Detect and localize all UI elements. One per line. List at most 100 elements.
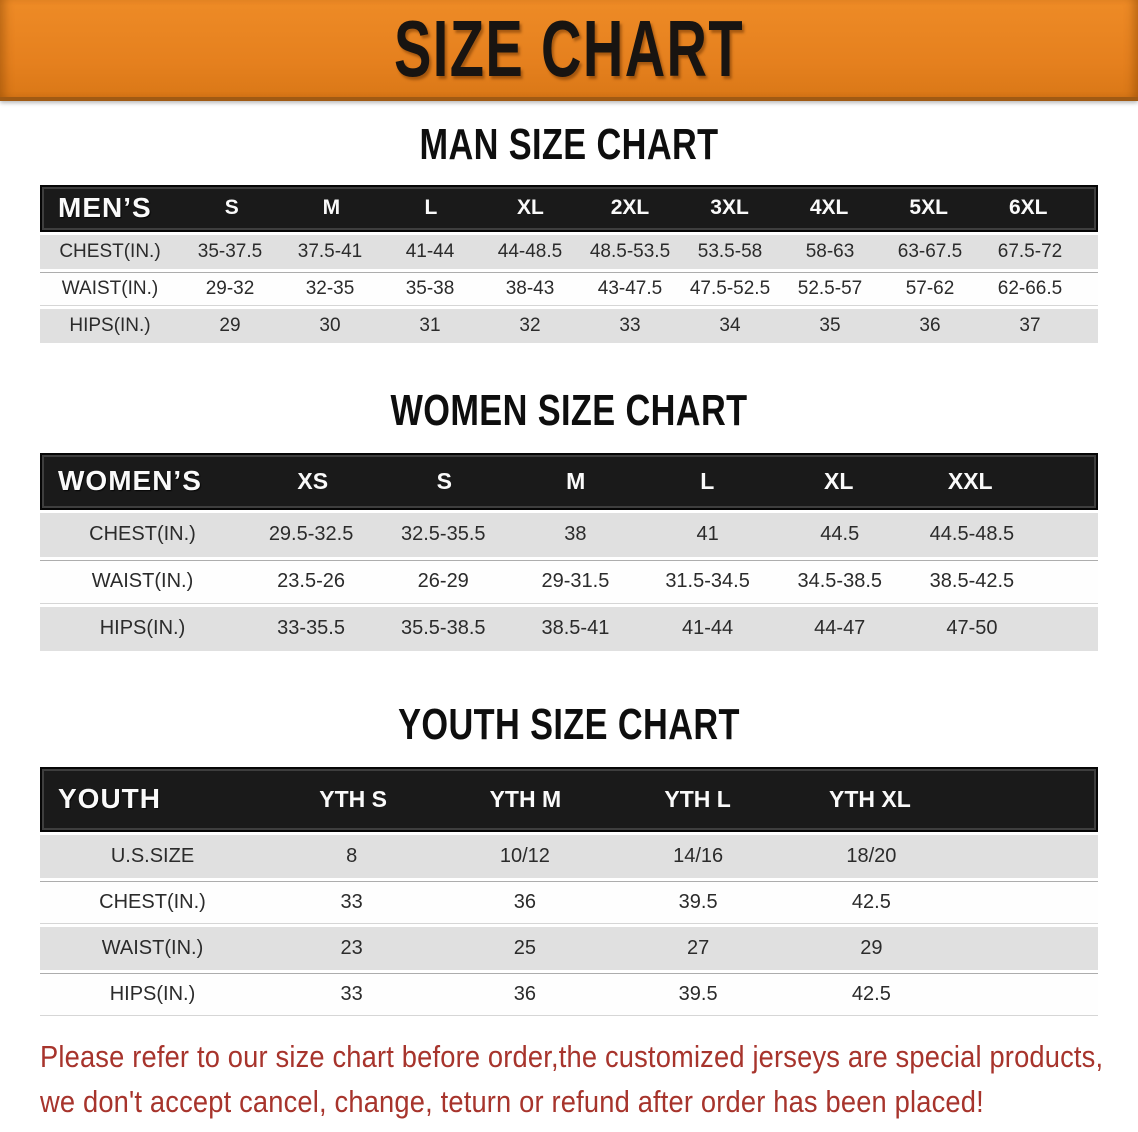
value-cell: 34.5-38.5	[797, 570, 882, 593]
table-row: HIPS(IN.) 33-35.5 35.5-38.5 38.5-41 41-44 44-…	[40, 606, 1098, 651]
value-cell: 41-44	[405, 240, 455, 262]
banner-title: SIZE CHART	[394, 3, 744, 93]
value-cell: 48.5-53.5	[589, 240, 671, 262]
value-cell: 38.5-42.5	[929, 570, 1015, 593]
table-row: WAIST(IN.) 23.5-26 26-29 29-31.5 31.5-34.5 34…	[40, 559, 1098, 604]
column-header-cell: M	[322, 196, 341, 220]
value-cell: 41	[696, 523, 719, 546]
column-header-cell: YTH M	[489, 785, 562, 812]
value-cell: 30	[319, 314, 341, 336]
row-label-cell: WAIST(IN.)	[91, 570, 194, 593]
column-header-cell: 2XL	[610, 196, 650, 220]
youth-size-table: YOUTH YTH S YTH M YTH L YTH XL U.S.SIZE 8 10/12…	[40, 766, 1098, 1016]
men-section-heading: MAN SIZE CHART	[419, 120, 719, 169]
men-size-table: MEN’S S M L XL 2XL 3XL 4XL 5XL 6XL CHEST(IN.) 35-37…	[40, 184, 1098, 343]
row-label-cell: HIPS(IN.)	[109, 982, 196, 1005]
row-label-cell: WAIST(IN.)	[101, 936, 204, 959]
value-cell: 47.5-52.5	[689, 277, 771, 299]
value-cell: 25	[513, 936, 536, 959]
value-cell: 36	[919, 314, 941, 336]
value-cell: 32.5-35.5	[400, 523, 486, 546]
value-cell: 29.5-32.5	[268, 523, 354, 546]
value-cell: 52.5-57	[797, 277, 863, 299]
value-cell: 42.5	[851, 890, 891, 913]
value-cell: 35-37.5	[197, 240, 263, 262]
table-header-row: WOMEN’S XS S M L XL XXL	[40, 452, 1098, 510]
value-cell: 34	[719, 314, 741, 336]
value-cell: 33	[340, 890, 363, 913]
row-label-cell: U.S.SIZE	[110, 844, 195, 867]
note-line-2: we don't accept cancel, change, teturn o…	[40, 1083, 984, 1119]
value-cell: 41-44	[682, 617, 734, 640]
table-row: CHEST(IN.) 35-37.5 37.5-41 41-44 44-48.5 48.5…	[40, 234, 1098, 269]
value-cell: 29	[860, 936, 883, 959]
row-label-cell: WAIST(IN.)	[61, 277, 159, 299]
value-cell: 67.5-72	[997, 240, 1063, 262]
footer-note: Please refer to our size chart before or…	[40, 1034, 1138, 1124]
value-cell: 35.5-38.5	[400, 617, 486, 640]
table-row: HIPS(IN.) 29 30 31 32 33 34 35 36 37	[40, 308, 1098, 343]
section-men: MAN SIZE CHART MEN’S S M L XL 2XL 3XL 4XL 5XL 6XL…	[0, 119, 1138, 343]
table-title-cell: MEN’S	[58, 192, 152, 224]
row-label-cell: HIPS(IN.)	[99, 617, 186, 640]
value-cell: 18/20	[846, 844, 897, 867]
value-cell: 37	[1019, 314, 1041, 336]
value-cell: 57-62	[905, 277, 955, 299]
value-cell: 23.5-26	[277, 570, 345, 593]
table-header-row: MEN’S S M L XL 2XL 3XL 4XL 5XL 6XL	[40, 184, 1098, 232]
value-cell: 44-47	[814, 617, 866, 640]
table-header-row: YOUTH YTH S YTH M YTH L YTH XL	[40, 766, 1098, 832]
table-row: U.S.SIZE 8 10/12 14/16 18/20	[40, 834, 1098, 878]
value-cell: 58-63	[805, 240, 855, 262]
column-header-cell: S	[436, 467, 452, 494]
banner: SIZE CHART	[0, 0, 1138, 101]
value-cell: 44.5	[820, 523, 860, 546]
value-cell: 37.5-41	[297, 240, 363, 262]
value-cell: 38-43	[505, 277, 555, 299]
row-label-cell: HIPS(IN.)	[69, 314, 151, 336]
value-cell: 23	[340, 936, 363, 959]
value-cell: 62-66.5	[997, 277, 1063, 299]
value-cell: 14/16	[673, 844, 724, 867]
column-header-cell: YTH S	[319, 785, 387, 812]
column-header-cell: L	[424, 196, 438, 220]
value-cell: 31.5-34.5	[665, 570, 750, 593]
column-header-cell: S	[224, 196, 239, 220]
column-header-cell: XL	[824, 467, 854, 494]
column-header-cell: YTH XL	[828, 785, 911, 812]
row-label-cell: CHEST(IN.)	[99, 890, 206, 913]
women-section-heading: WOMEN SIZE CHART	[390, 385, 748, 435]
value-cell: 39.5	[678, 890, 718, 913]
column-header-cell: M	[566, 467, 586, 494]
value-cell: 44-48.5	[497, 240, 563, 262]
column-header-cell: L	[700, 467, 715, 494]
value-cell: 29-31.5	[541, 570, 610, 593]
table-row: CHEST(IN.) 29.5-32.5 32.5-35.5 38 41 44.5 44.5…	[40, 512, 1098, 557]
value-cell: 33	[340, 982, 363, 1005]
value-cell: 42.5	[851, 982, 891, 1005]
column-header-cell: 3XL	[710, 196, 749, 220]
women-size-table: WOMEN’S XS S M L XL XXL CHEST(IN.) 29.5-32.5 32.5…	[40, 452, 1098, 651]
value-cell: 32	[519, 314, 541, 336]
column-header-cell: XL	[517, 196, 544, 220]
value-cell: 27	[687, 936, 710, 959]
value-cell: 39.5	[678, 982, 718, 1005]
value-cell: 8	[346, 844, 358, 867]
table-row: WAIST(IN.) 29-32 32-35 35-38 38-43 43-47.5 47.…	[40, 271, 1098, 306]
value-cell: 63-67.5	[897, 240, 963, 262]
table-row: WAIST(IN.) 23 25 27 29	[40, 926, 1098, 970]
column-header-cell: 6XL	[1008, 196, 1048, 220]
column-header-cell: YTH L	[664, 785, 731, 812]
value-cell: 33-35.5	[277, 617, 345, 640]
column-header-cell: XXL	[947, 467, 993, 494]
section-women: WOMEN SIZE CHART WOMEN’S XS S M L XL XXL CHEST(…	[0, 385, 1138, 651]
column-header-cell: 5XL	[909, 196, 948, 220]
column-header-cell: XS	[297, 467, 329, 494]
table-row: HIPS(IN.) 33 36 39.5 42.5	[40, 972, 1098, 1016]
value-cell: 44.5-48.5	[929, 523, 1015, 546]
value-cell: 33	[619, 314, 641, 336]
youth-section-heading: YOUTH SIZE CHART	[398, 699, 740, 749]
table-title-cell: YOUTH	[58, 783, 161, 815]
value-cell: 31	[419, 314, 441, 336]
